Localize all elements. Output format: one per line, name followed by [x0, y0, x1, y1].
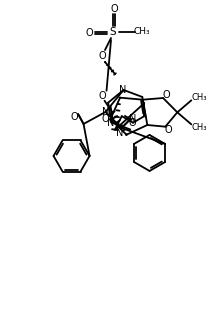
Text: S: S	[110, 27, 116, 37]
Text: N: N	[119, 85, 126, 95]
Text: O: O	[162, 90, 170, 100]
Text: O: O	[102, 114, 109, 124]
Text: CH₃: CH₃	[192, 123, 207, 132]
Text: O: O	[85, 28, 93, 38]
Text: O: O	[71, 112, 79, 122]
Text: N: N	[102, 107, 109, 117]
Text: CH₃: CH₃	[192, 93, 207, 102]
Text: O: O	[98, 51, 106, 61]
Text: N: N	[129, 114, 137, 124]
Text: O: O	[129, 118, 136, 128]
Text: N: N	[116, 128, 124, 138]
Text: O: O	[110, 4, 118, 14]
Text: N: N	[107, 118, 114, 128]
Text: O: O	[99, 91, 106, 101]
Text: O: O	[164, 125, 172, 135]
Text: CH₃: CH₃	[134, 27, 150, 37]
